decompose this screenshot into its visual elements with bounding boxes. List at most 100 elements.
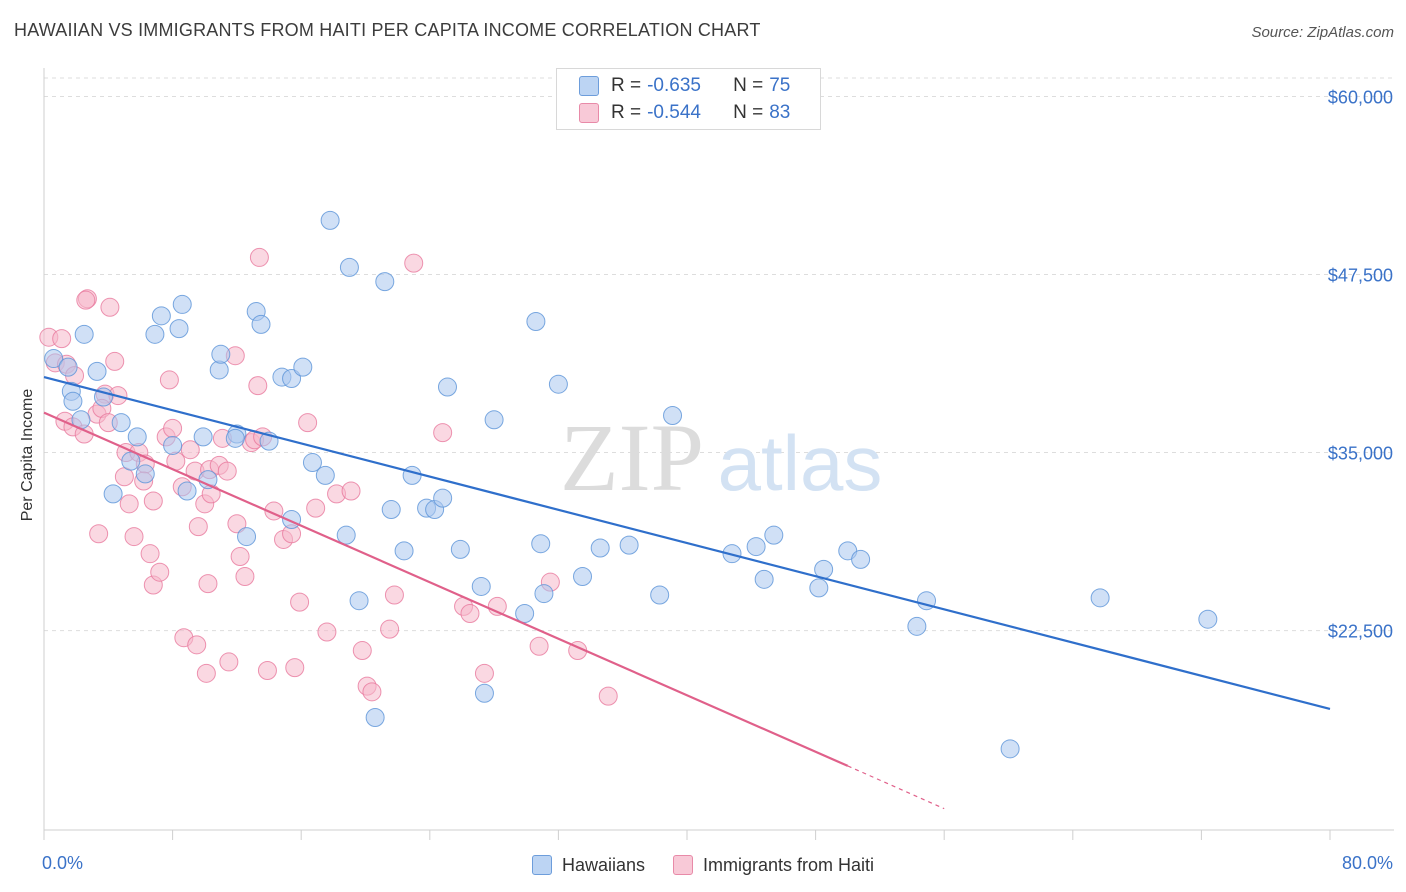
swatch-hawaiians — [579, 76, 599, 96]
axes — [43, 68, 1394, 840]
legend-label-haiti: Immigrants from Haiti — [703, 854, 875, 875]
point-haiti — [235, 566, 255, 586]
point-hawaiians — [151, 306, 171, 326]
point-hawaiians — [44, 349, 64, 369]
point-haiti — [298, 413, 318, 433]
point-hawaiians — [433, 488, 453, 508]
point-hawaiians — [746, 537, 766, 557]
point-hawaiians — [111, 413, 131, 433]
point-haiti — [219, 652, 239, 672]
point-hawaiians — [534, 584, 554, 604]
point-haiti — [249, 247, 269, 267]
point-hawaiians — [663, 406, 683, 426]
point-hawaiians — [293, 357, 313, 377]
swatch-haiti — [579, 103, 599, 123]
point-haiti — [404, 253, 424, 273]
point-hawaiians — [172, 294, 192, 314]
point-hawaiians — [365, 707, 385, 727]
point-haiti — [474, 663, 494, 683]
point-haiti — [352, 641, 372, 661]
point-hawaiians — [450, 539, 470, 559]
y-tick-label: $35,000 — [1328, 444, 1393, 464]
correlation-row-haiti: R = -0.544 N = 83 — [579, 101, 790, 125]
point-haiti — [290, 592, 310, 612]
r-value: -0.544 — [647, 102, 701, 123]
chart-title: HAWAIIAN VS IMMIGRANTS FROM HAITI PER CA… — [14, 20, 761, 40]
point-hawaiians — [225, 428, 245, 448]
point-hawaiians — [145, 324, 165, 344]
point-haiti — [52, 329, 72, 349]
point-haiti — [180, 440, 200, 460]
correlation-row-hawaiians: R = -0.635 N = 75 — [579, 74, 790, 98]
point-haiti — [227, 514, 247, 534]
point-hawaiians — [315, 465, 335, 485]
point-haiti — [285, 658, 305, 678]
point-hawaiians — [58, 357, 78, 377]
point-haiti — [105, 351, 125, 371]
point-haiti — [124, 527, 144, 547]
point-hawaiians — [381, 500, 401, 520]
point-hawaiians — [809, 578, 829, 598]
point-hawaiians — [177, 481, 197, 501]
n-value: 83 — [769, 102, 791, 123]
point-hawaiians — [394, 541, 414, 561]
point-hawaiians — [302, 453, 322, 473]
point-hawaiians — [193, 427, 213, 447]
y-tick-label: $47,500 — [1328, 266, 1393, 286]
legend-item-hawaiians[interactable]: Hawaiians — [531, 852, 645, 878]
point-hawaiians — [169, 319, 189, 339]
point-hawaiians — [764, 525, 784, 545]
point-haiti — [140, 544, 160, 564]
gridlines — [44, 77, 1394, 632]
point-haiti — [188, 517, 208, 537]
point-hawaiians — [1198, 609, 1218, 629]
tick-labels: $22,500 $35,000 $47,500 $60,000 0.0% 80.0% — [42, 87, 1393, 873]
point-hawaiians — [515, 604, 535, 624]
point-hawaiians — [336, 525, 356, 545]
trend-line-hawaiians — [43, 376, 1331, 710]
point-haiti — [341, 481, 361, 501]
point-hawaiians — [1000, 739, 1020, 759]
y-tick-label: $22,500 — [1328, 622, 1393, 642]
legend-swatch-hawaiians — [531, 855, 552, 875]
watermark-atlas: atlas — [718, 419, 883, 507]
point-hawaiians — [471, 576, 491, 596]
point-hawaiians — [339, 257, 359, 277]
point-hawaiians — [548, 374, 568, 394]
point-hawaiians — [251, 314, 271, 334]
n-value: 75 — [769, 75, 791, 96]
n-label: N = — [733, 102, 764, 123]
point-haiti — [76, 290, 96, 310]
n-label: N = — [733, 75, 764, 96]
point-haiti — [460, 604, 480, 624]
point-hawaiians — [127, 427, 147, 447]
correlation-box: R = -0.635 N = 75 R = -0.544 N = 83 — [556, 68, 821, 130]
point-haiti — [306, 498, 326, 518]
legend-item-haiti[interactable]: Immigrants from Haiti — [673, 852, 874, 878]
point-hawaiians — [1090, 588, 1110, 608]
point-hawaiians — [590, 538, 610, 558]
point-haiti — [89, 524, 109, 544]
point-haiti — [433, 423, 453, 443]
point-hawaiians — [135, 464, 155, 484]
point-haiti — [159, 370, 179, 390]
source-label: Source: ZipAtlas.com — [1251, 24, 1394, 41]
point-hawaiians — [619, 535, 639, 555]
point-hawaiians — [474, 683, 494, 703]
point-hawaiians — [375, 272, 395, 292]
point-haiti — [217, 461, 237, 481]
x-tick-label-max: 80.0% — [1342, 853, 1393, 873]
point-hawaiians — [63, 391, 83, 411]
point-hawaiians — [211, 344, 231, 364]
point-haiti — [248, 376, 268, 396]
point-haiti — [198, 574, 218, 594]
point-haiti — [380, 619, 400, 639]
point-hawaiians — [163, 435, 183, 455]
point-haiti — [187, 635, 207, 655]
point-haiti — [230, 547, 250, 567]
point-hawaiians — [209, 360, 229, 380]
point-haiti — [257, 660, 277, 680]
watermark-zip: ZIP — [560, 404, 704, 511]
point-haiti — [196, 663, 216, 683]
point-hawaiians — [907, 616, 927, 636]
